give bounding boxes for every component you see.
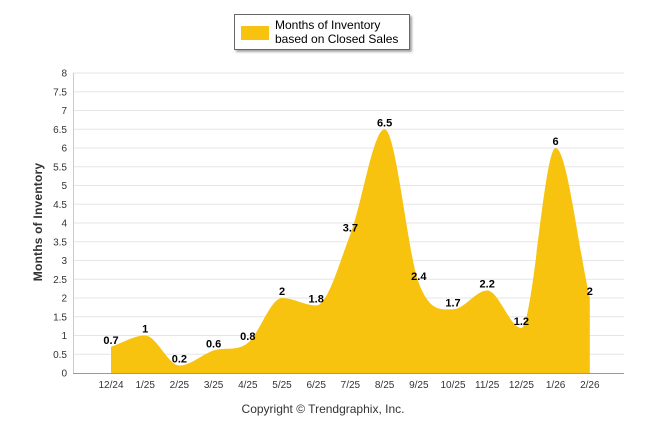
x-tick-label: 8/25 (375, 380, 395, 391)
y-tick-label: 7.5 (53, 87, 67, 98)
y-axis-title: Months of Inventory (31, 162, 45, 282)
copyright-text: Copyright © Trendgraphix, Inc. (241, 402, 405, 416)
data-label: 2.2 (480, 279, 495, 291)
legend-swatch (241, 26, 269, 40)
y-tick-label: 4 (61, 219, 67, 230)
legend: Months of Inventory based on Closed Sale… (234, 14, 410, 50)
x-tick-label: 1/25 (135, 380, 155, 391)
data-label: 6.5 (377, 117, 392, 129)
y-tick-label: 6.5 (53, 125, 67, 136)
area-fill (111, 129, 590, 373)
y-tick-label: 8 (61, 69, 67, 80)
data-label: 1 (142, 324, 148, 336)
x-tick-label: 10/25 (440, 380, 465, 391)
x-tick-label: 3/25 (204, 380, 224, 391)
y-tick-label: 6 (61, 144, 67, 155)
data-label: 2 (279, 286, 285, 298)
data-label: 6 (553, 136, 559, 148)
x-tick-label: 2/25 (170, 380, 190, 391)
x-tick-label: 7/25 (341, 380, 361, 391)
y-tick-label: 5 (61, 181, 67, 192)
area-series (111, 129, 590, 373)
data-label: 1.2 (514, 316, 529, 328)
y-tick-label: 0.5 (53, 350, 67, 361)
y-tick-label: 3 (61, 256, 67, 267)
data-label: 0.7 (103, 335, 118, 347)
y-tick-label: 1.5 (53, 312, 67, 323)
data-labels: 0.7 1 0.2 0.6 0.8 2 1.8 3.7 6.5 2.4 1.7 2.2 1.2 6 2 (103, 117, 593, 365)
y-tick-label: 1 (61, 331, 67, 342)
y-tick-label: 2.5 (53, 275, 67, 286)
x-tick-label: 5/25 (272, 380, 292, 391)
y-tick-label: 4.5 (53, 200, 67, 211)
x-tick-label: 11/25 (475, 380, 500, 391)
y-tick-label: 2 (61, 294, 67, 305)
y-tick-label: 0 (61, 369, 67, 380)
data-label: 0.6 (206, 339, 221, 351)
data-label: 1.8 (309, 294, 324, 306)
data-label: 2.4 (411, 271, 427, 283)
data-label: 1.7 (445, 297, 460, 309)
legend-label: Months of Inventory based on Closed Sale… (275, 18, 399, 46)
x-tick-label: 6/25 (306, 380, 326, 391)
x-tick-label: 2/26 (580, 380, 600, 391)
x-tick-label: 12/24 (98, 380, 123, 391)
x-tick-labels: 12/24 1/25 2/25 3/25 4/25 5/25 6/25 7/25 8/25 9/2… (98, 380, 599, 391)
y-tick-labels: 0 0.5 1 1.5 2 2.5 3 3.5 4 4.5 5 5.5 6 6.5 7 7.5 8 (53, 69, 67, 380)
y-tick-label: 3.5 (53, 237, 67, 248)
data-label: 0.8 (240, 331, 255, 343)
x-tick-label: 1/26 (546, 380, 566, 391)
data-label: 3.7 (343, 222, 358, 234)
axes (73, 73, 624, 374)
y-tick-label: 7 (61, 106, 67, 117)
data-label: 0.2 (172, 354, 187, 366)
data-label: 2 (587, 286, 593, 298)
x-tick-label: 9/25 (409, 380, 429, 391)
x-tick-label: 12/25 (509, 380, 534, 391)
y-tick-label: 5.5 (53, 162, 67, 173)
x-tick-label: 4/25 (238, 380, 258, 391)
